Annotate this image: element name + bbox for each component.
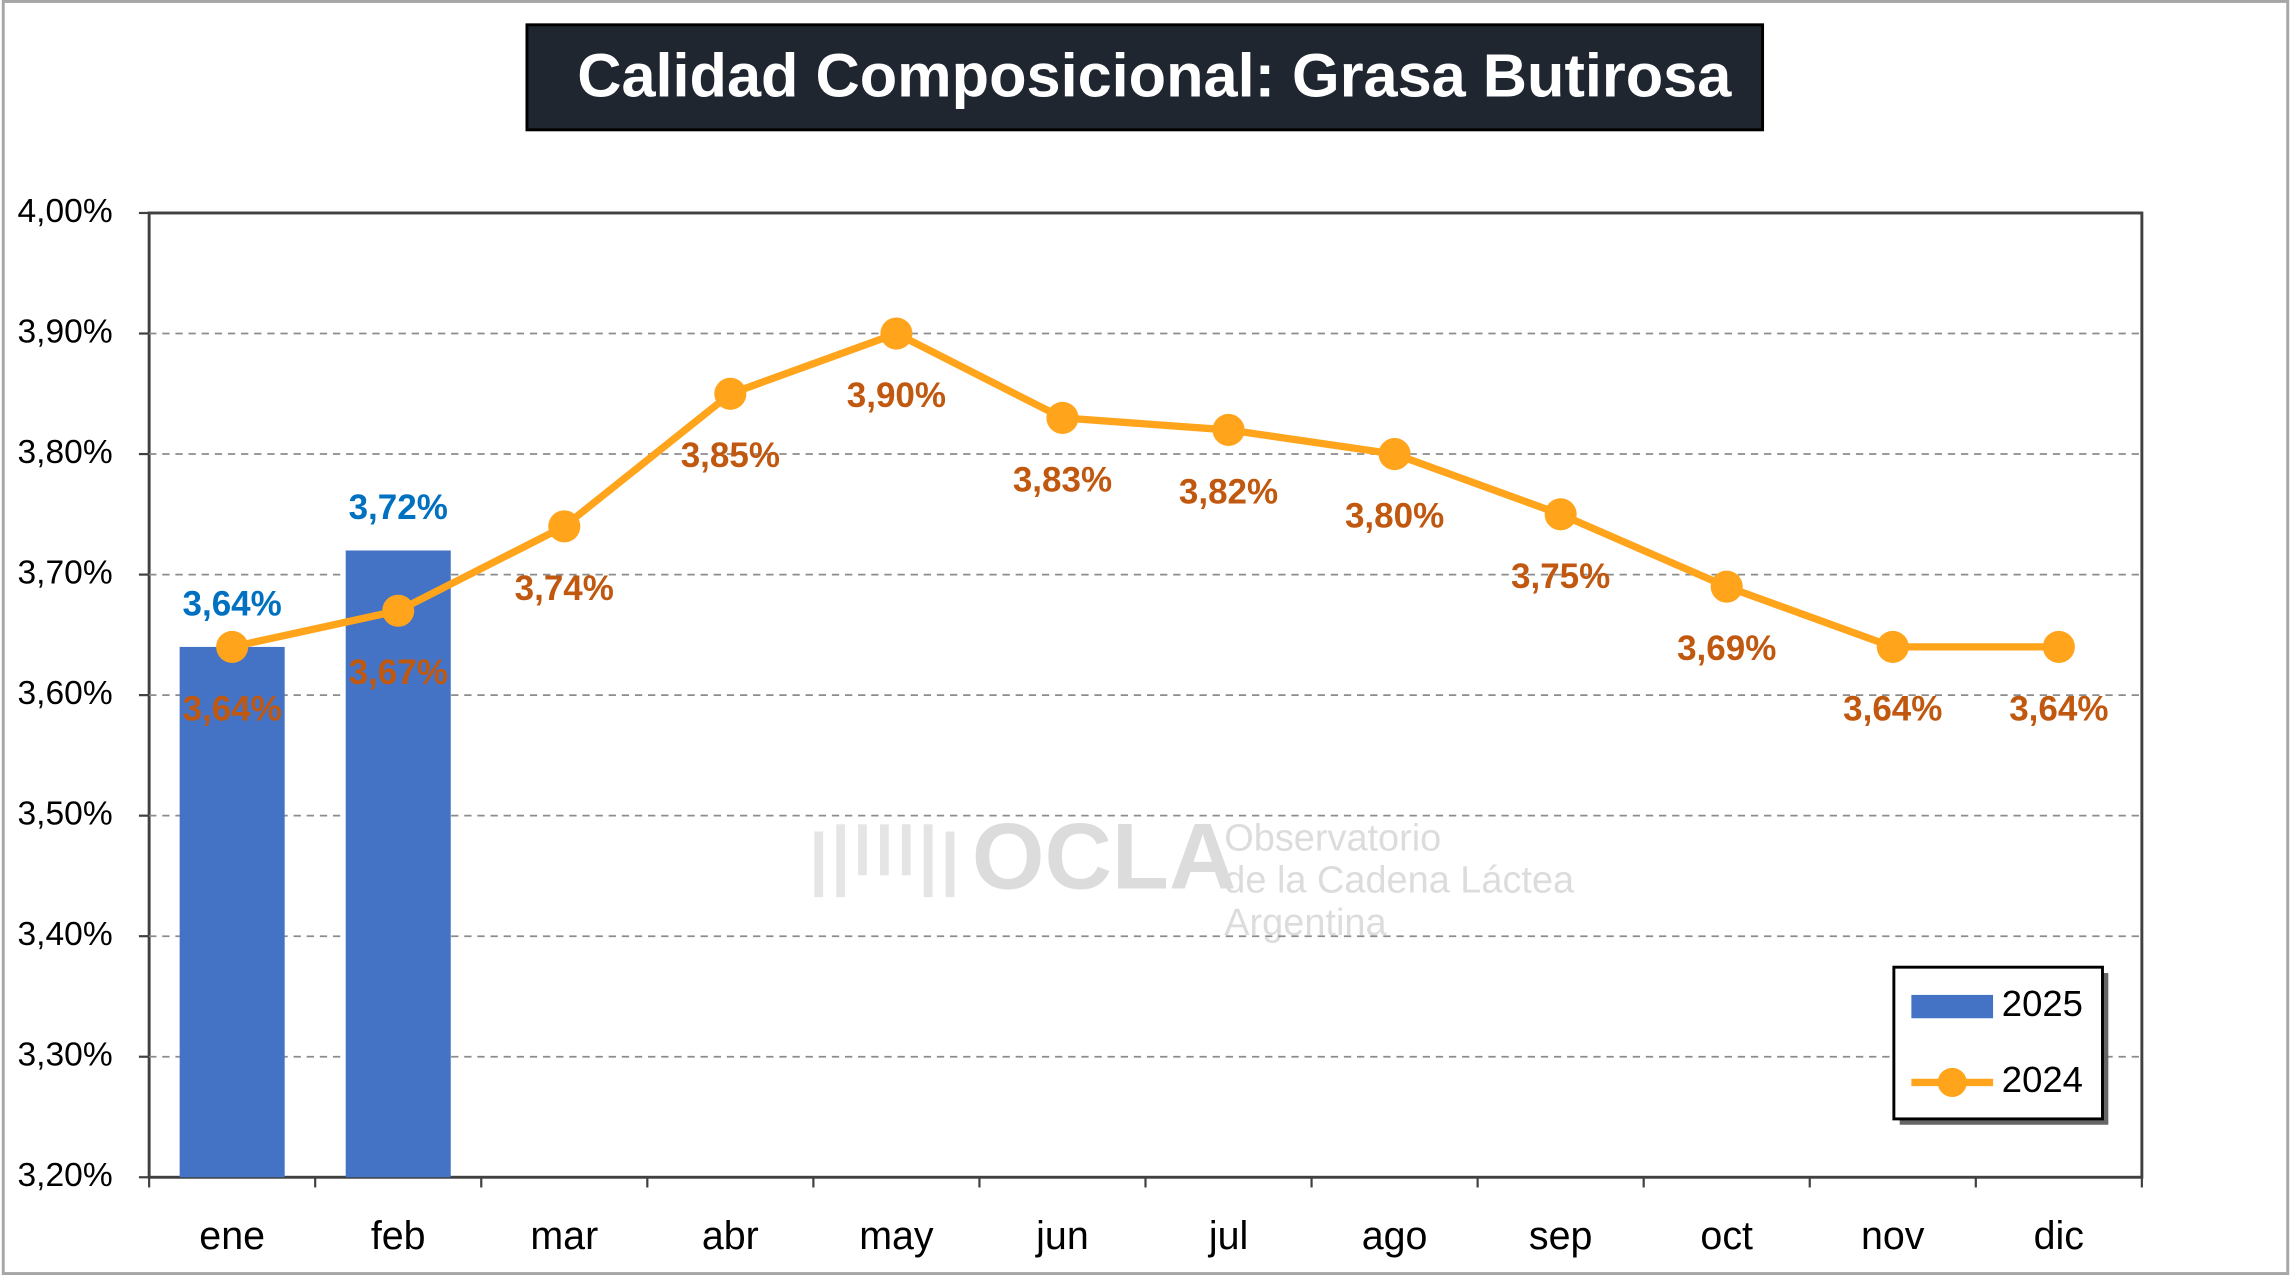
marker <box>2042 630 2075 663</box>
legend-label: 2024 <box>2002 1059 2083 1100</box>
bar <box>179 646 285 1178</box>
legend-swatch <box>1911 994 1994 1019</box>
y-tick-label: 4,00% <box>18 193 113 230</box>
x-tick-label: feb <box>371 1214 426 1258</box>
y-tick-label: 3,40% <box>18 916 113 953</box>
data-label: 3,67% <box>349 653 448 692</box>
marker <box>548 510 581 543</box>
y-tick-label: 3,50% <box>18 796 113 833</box>
data-label: 3,90% <box>847 376 946 415</box>
x-tick-label: jul <box>1208 1214 1248 1258</box>
y-tick-label: 3,80% <box>18 434 113 471</box>
watermark-text: de la Cadena Láctea <box>1224 860 1575 902</box>
data-label: 3,64% <box>183 689 282 728</box>
y-tick-label: 3,70% <box>18 554 113 591</box>
marker <box>1378 438 1411 471</box>
data-label: 3,69% <box>1677 629 1776 668</box>
watermark-text: Argentina <box>1224 902 1387 944</box>
chart-title: Calidad Composicional: Grasa Butirosa <box>577 41 1732 109</box>
data-label: 3,64% <box>2009 689 2108 728</box>
marker <box>1544 498 1577 531</box>
data-label: 3,80% <box>1345 496 1444 535</box>
legend-swatch <box>1937 1067 1967 1098</box>
legend <box>1892 965 2104 1121</box>
data-label: 3,82% <box>1179 472 1278 511</box>
x-tick-label: jun <box>1035 1214 1089 1258</box>
data-label: 3,85% <box>681 436 780 475</box>
data-label: 3,75% <box>1511 557 1610 596</box>
x-tick-label: sep <box>1529 1214 1592 1258</box>
marker <box>1046 401 1079 434</box>
x-tick-label: nov <box>1861 1214 1925 1258</box>
marker <box>382 594 415 627</box>
watermark-text: Observatorio <box>1224 817 1441 859</box>
marker <box>880 317 913 350</box>
x-tick-label: ene <box>199 1214 265 1258</box>
y-tick-label: 3,60% <box>18 675 113 712</box>
x-tick-label: ago <box>1362 1214 1428 1258</box>
data-label: 3,74% <box>515 569 614 608</box>
y-tick-label: 3,90% <box>18 313 113 350</box>
x-tick-label: oct <box>1700 1214 1753 1258</box>
marker <box>1876 630 1909 663</box>
x-tick-label: abr <box>702 1214 759 1258</box>
x-tick-label: may <box>859 1214 934 1258</box>
x-tick-label: mar <box>530 1214 598 1258</box>
y-tick-label: 3,20% <box>18 1157 113 1194</box>
marker <box>1212 413 1245 446</box>
data-label: 3,83% <box>1013 460 1112 499</box>
line <box>231 329 2059 651</box>
marker <box>216 630 249 663</box>
x-tick-label: dic <box>2034 1214 2084 1258</box>
data-label: 3,72% <box>349 488 448 527</box>
marker <box>714 377 747 410</box>
data-label: 3,64% <box>183 584 282 623</box>
bar <box>345 550 451 1178</box>
title-box <box>525 23 1765 132</box>
watermark-logo: OCLA <box>972 803 1237 908</box>
legend-label: 2025 <box>2002 983 2083 1024</box>
watermark-icon <box>814 824 955 898</box>
y-tick-label: 3,30% <box>18 1037 113 1074</box>
data-label: 3,64% <box>1843 689 1942 728</box>
marker <box>1710 570 1743 603</box>
